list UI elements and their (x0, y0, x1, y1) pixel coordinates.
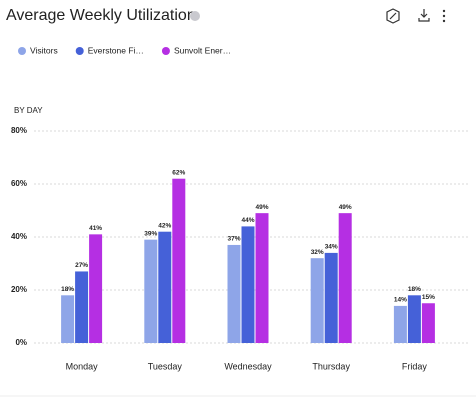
bar (61, 295, 75, 343)
value-label: 32% (311, 249, 324, 256)
value-label: 34% (325, 244, 338, 251)
value-label: 49% (255, 204, 268, 211)
legend-marker (161, 47, 170, 55)
value-label: 44% (241, 217, 254, 224)
value-label: 39% (144, 230, 157, 237)
subtitle: BY DAY (14, 106, 43, 115)
bar (324, 252, 338, 343)
value-label: 18% (61, 286, 74, 293)
value-label: 42% (158, 222, 171, 229)
x-tick-label: Monday (66, 361, 99, 371)
value-label: 41% (89, 225, 102, 232)
bar (421, 303, 435, 343)
icon-hide[interactable] (386, 8, 400, 24)
bar (75, 271, 89, 343)
value-label: 62% (172, 169, 185, 176)
bar (144, 239, 158, 343)
legend-label: Visitors (30, 45, 58, 55)
legend-label: Sunvolt Ener… (174, 45, 231, 55)
bar (172, 178, 186, 343)
legend-marker (18, 47, 26, 55)
icon-download[interactable] (418, 9, 430, 22)
value-label: 27% (75, 262, 88, 269)
bar (407, 295, 421, 343)
legend-label: Everstone Fi… (88, 45, 144, 55)
value-label: 18% (408, 286, 421, 293)
value-label: 37% (227, 236, 240, 243)
legend-marker (75, 47, 84, 55)
y-tick-label: 0% (15, 338, 27, 347)
x-tick-label: Tuesday (148, 361, 183, 371)
icon-menu[interactable] (442, 9, 446, 23)
bar (241, 226, 255, 343)
y-tick-label: 20% (11, 285, 27, 294)
bar (227, 244, 241, 343)
bar (89, 234, 103, 343)
value-label: 49% (339, 204, 352, 211)
value-label: 14% (394, 297, 407, 304)
x-tick-label: Wednesday (224, 361, 272, 371)
bar (338, 213, 352, 343)
chart-title: Average Weekly Utilization (6, 7, 196, 24)
bar (393, 305, 407, 343)
value-label: 15% (422, 294, 435, 301)
bar (310, 258, 324, 343)
x-tick-label: Thursday (312, 361, 350, 371)
info-dot[interactable] (190, 11, 200, 21)
y-tick-label: 60% (11, 179, 27, 188)
y-tick-label: 40% (11, 232, 27, 241)
bar (158, 231, 172, 343)
x-tick-label: Friday (402, 361, 428, 371)
y-tick-label: 80% (11, 126, 27, 135)
bar (255, 213, 269, 343)
